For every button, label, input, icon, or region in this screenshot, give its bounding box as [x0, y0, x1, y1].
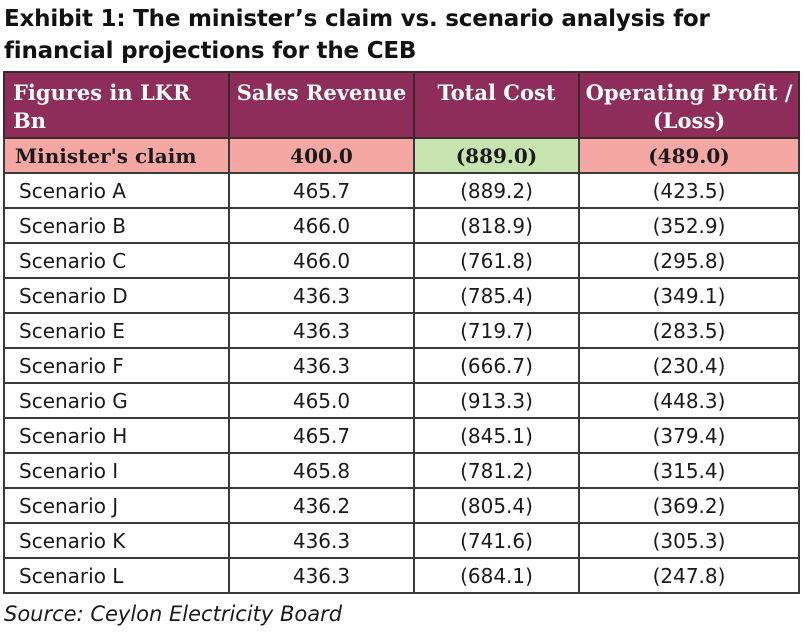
table-cell: (666.7) — [413, 347, 580, 384]
table-cell: (448.3) — [578, 382, 800, 419]
table-cell: 466.0 — [228, 242, 415, 279]
table-cell: 465.7 — [228, 172, 415, 209]
row-label-cell: Scenario G — [3, 382, 230, 419]
table-cell: (785.4) — [413, 277, 580, 314]
table-cell: (349.1) — [578, 277, 800, 314]
table-cell: (913.3) — [413, 382, 580, 419]
table-cell: (247.8) — [578, 557, 800, 594]
table-body: Minister's claim 400.0 (889.0) (489.0) S… — [3, 137, 800, 594]
table-cell: (369.2) — [578, 487, 800, 524]
table-cell: (889.2) — [413, 172, 580, 209]
table-header-row: Figures in LKR Bn Sales Revenue Total Co… — [3, 71, 800, 139]
column-header: Figures in LKR Bn — [3, 71, 230, 139]
source-note: Source: Ceylon Electricity Board — [4, 602, 343, 626]
table-cell: (315.4) — [578, 452, 800, 489]
claim-cell: Minister's claim — [3, 137, 230, 174]
claim-cell: (889.0) — [413, 137, 580, 174]
table-row: Scenario I 465.8 (781.2) (315.4) — [3, 452, 800, 489]
row-label-cell: Scenario H — [3, 417, 230, 454]
column-header: Total Cost — [413, 71, 580, 139]
table-row: Scenario B 466.0 (818.9) (352.9) — [3, 207, 800, 244]
table-row: Scenario L 436.3 (684.1) (247.8) — [3, 557, 800, 594]
table-cell: (295.8) — [578, 242, 800, 279]
table-cell: 466.0 — [228, 207, 415, 244]
table-row: Scenario G 465.0 (913.3) (448.3) — [3, 382, 800, 419]
row-label-cell: Scenario C — [3, 242, 230, 279]
table-row: Scenario D 436.3 (785.4) (349.1) — [3, 277, 800, 314]
table-row: Scenario A 465.7 (889.2) (423.5) — [3, 172, 800, 209]
table-cell: (352.9) — [578, 207, 800, 244]
row-label-cell: Scenario K — [3, 522, 230, 559]
table-row: Scenario C 466.0 (761.8) (295.8) — [3, 242, 800, 279]
table-cell: (781.2) — [413, 452, 580, 489]
claim-cell: 400.0 — [228, 137, 415, 174]
scenario-table: Figures in LKR Bn Sales Revenue Total Co… — [3, 71, 800, 594]
table-cell: 436.3 — [228, 557, 415, 594]
table-cell: (741.6) — [413, 522, 580, 559]
table-cell: (305.3) — [578, 522, 800, 559]
table-cell: (283.5) — [578, 312, 800, 349]
column-header: Sales Revenue — [228, 71, 415, 139]
table-cell: (805.4) — [413, 487, 580, 524]
table-cell: 436.2 — [228, 487, 415, 524]
row-label-cell: Scenario E — [3, 312, 230, 349]
minister-claim-row: Minister's claim 400.0 (889.0) (489.0) — [3, 137, 800, 174]
table-cell: (684.1) — [413, 557, 580, 594]
row-label-cell: Scenario J — [3, 487, 230, 524]
row-label-cell: Scenario D — [3, 277, 230, 314]
column-header: Operating Profit / (Loss) — [578, 71, 800, 139]
table-cell: 465.7 — [228, 417, 415, 454]
table-cell: (230.4) — [578, 347, 800, 384]
table-cell: (423.5) — [578, 172, 800, 209]
table-cell: 436.3 — [228, 312, 415, 349]
row-label-cell: Scenario A — [3, 172, 230, 209]
table-row: Scenario H 465.7 (845.1) (379.4) — [3, 417, 800, 454]
table-cell: 465.0 — [228, 382, 415, 419]
table-row: Scenario F 436.3 (666.7) (230.4) — [3, 347, 800, 384]
row-label-cell: Scenario F — [3, 347, 230, 384]
row-label-cell: Scenario B — [3, 207, 230, 244]
table-cell: (719.7) — [413, 312, 580, 349]
table-cell: 436.3 — [228, 347, 415, 384]
row-label-cell: Scenario I — [3, 452, 230, 489]
claim-cell: (489.0) — [578, 137, 800, 174]
table-cell: (818.9) — [413, 207, 580, 244]
table-cell: (761.8) — [413, 242, 580, 279]
row-label-cell: Scenario L — [3, 557, 230, 594]
table-row: Scenario J 436.2 (805.4) (369.2) — [3, 487, 800, 524]
table-cell: 436.3 — [228, 277, 415, 314]
table-cell: (379.4) — [578, 417, 800, 454]
table-cell: 465.8 — [228, 452, 415, 489]
exhibit-title: Exhibit 1: The minister’s claim vs. scen… — [4, 6, 710, 64]
table-cell: (845.1) — [413, 417, 580, 454]
table-row: Scenario K 436.3 (741.6) (305.3) — [3, 522, 800, 559]
table-cell: 436.3 — [228, 522, 415, 559]
table-row: Scenario E 436.3 (719.7) (283.5) — [3, 312, 800, 349]
